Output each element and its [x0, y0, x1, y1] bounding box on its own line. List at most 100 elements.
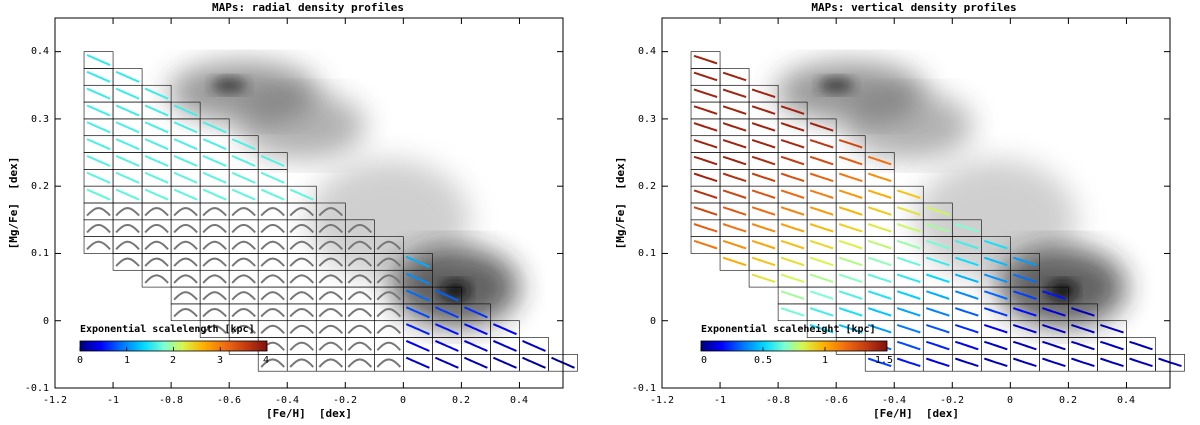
- map-cell-frame: [257, 320, 288, 338]
- map-cell: [1068, 337, 1098, 355]
- profile-curve: [115, 206, 140, 217]
- density-blob: [914, 159, 1078, 281]
- profile-curve: [434, 356, 459, 369]
- map-cell: [951, 337, 982, 355]
- profile-curve: [867, 189, 892, 199]
- profile-curve: [751, 273, 776, 283]
- profile-curve: [405, 306, 430, 319]
- colorbar-ticks: [700, 347, 888, 351]
- profile-curve: [1071, 307, 1095, 317]
- map-cell: [461, 337, 491, 355]
- profile-curve: [954, 323, 979, 334]
- profile-curve: [955, 357, 979, 368]
- map-cell: [806, 303, 837, 322]
- profile-curve: [347, 257, 373, 267]
- profile-curve: [144, 188, 169, 201]
- profile-curve: [896, 206, 921, 216]
- map-cell: [112, 152, 143, 170]
- profile-curve: [809, 172, 834, 183]
- profile-curve: [838, 323, 863, 334]
- y-tick-label: 0.4: [31, 46, 49, 57]
- y-axis-tick-labels: -0.1 0 0.1 0.2 0.3 0.4: [25, 46, 49, 394]
- profile-curve: [1100, 340, 1124, 351]
- map-cell-frame: [286, 269, 317, 288]
- map-cell: [170, 253, 201, 271]
- profile-curve: [86, 188, 111, 201]
- map-cell: [1126, 337, 1156, 355]
- profile-curve: [173, 240, 198, 251]
- map-cell: [835, 169, 866, 187]
- map-cell: [228, 202, 259, 221]
- profile-curve: [838, 273, 863, 283]
- map-cell: [141, 169, 172, 187]
- map-cell: [922, 354, 953, 372]
- profile-curve: [809, 122, 834, 132]
- profile-curve: [376, 240, 402, 251]
- profile-curve: [435, 289, 459, 302]
- map-cell-frame: [257, 236, 288, 254]
- map-cell-frame: [286, 253, 317, 271]
- profile-curve: [809, 155, 834, 166]
- profile-curve: [867, 155, 892, 166]
- profile-curve: [751, 223, 776, 233]
- map-cell: [922, 286, 953, 305]
- profile-curve: [722, 256, 747, 267]
- profile-curve: [202, 307, 227, 318]
- map-cell: [864, 202, 895, 221]
- colorbar-tick-label: 3: [217, 355, 223, 366]
- map-cell: [806, 118, 837, 137]
- map-grid: [83, 51, 578, 372]
- profile-curve: [522, 356, 546, 369]
- profile-curve: [144, 257, 169, 267]
- profile-curve: [347, 358, 373, 368]
- map-cell: [344, 354, 375, 372]
- map-cell-frame: [286, 354, 317, 372]
- map-cell: [83, 118, 114, 137]
- profile-curve: [202, 154, 227, 167]
- map-cell: [170, 152, 201, 170]
- profile-curve: [809, 189, 834, 199]
- profile-curve: [838, 239, 863, 250]
- map-cell: [170, 286, 201, 305]
- map-cell: [490, 320, 520, 338]
- map-cell: [228, 236, 259, 254]
- x-tick-label: -0.4: [275, 395, 299, 406]
- profile-curve: [231, 240, 256, 251]
- profile-curve: [867, 357, 892, 368]
- map-cell: [228, 303, 259, 322]
- profile-curve: [86, 121, 111, 134]
- map-cell: [257, 202, 288, 221]
- map-cell: [719, 101, 750, 120]
- map-cell-frame: [286, 303, 317, 322]
- profile-curve: [260, 257, 285, 267]
- profile-curve: [809, 273, 834, 283]
- map-cell: [519, 337, 549, 355]
- profile-curve: [722, 155, 747, 166]
- map-cell: [864, 219, 895, 237]
- x-tick-label: -1.2: [650, 395, 674, 406]
- profile-curve: [925, 256, 950, 267]
- map-cell: [490, 354, 520, 372]
- profile-curve: [115, 138, 140, 151]
- map-cell: [748, 269, 779, 288]
- map-cell: [922, 269, 953, 288]
- map-cell: [83, 202, 114, 221]
- profile-curve: [144, 138, 169, 151]
- density-map: [168, 61, 520, 328]
- map-cell: [864, 269, 895, 288]
- map-cell: [112, 101, 143, 120]
- map-cell: [981, 354, 1011, 372]
- profile-curve: [780, 105, 805, 115]
- profile-curve: [838, 290, 863, 300]
- map-cell: [777, 269, 808, 288]
- map-cell-frame: [170, 286, 201, 305]
- profile-curve: [115, 188, 140, 201]
- profile-curve: [693, 206, 718, 216]
- map-cell: [112, 68, 143, 86]
- profile-curve: [115, 87, 140, 100]
- map-cell: [748, 169, 779, 187]
- profile-curve: [231, 307, 256, 318]
- profile-curve: [144, 104, 169, 117]
- y-tick-label: 0.2: [31, 181, 49, 192]
